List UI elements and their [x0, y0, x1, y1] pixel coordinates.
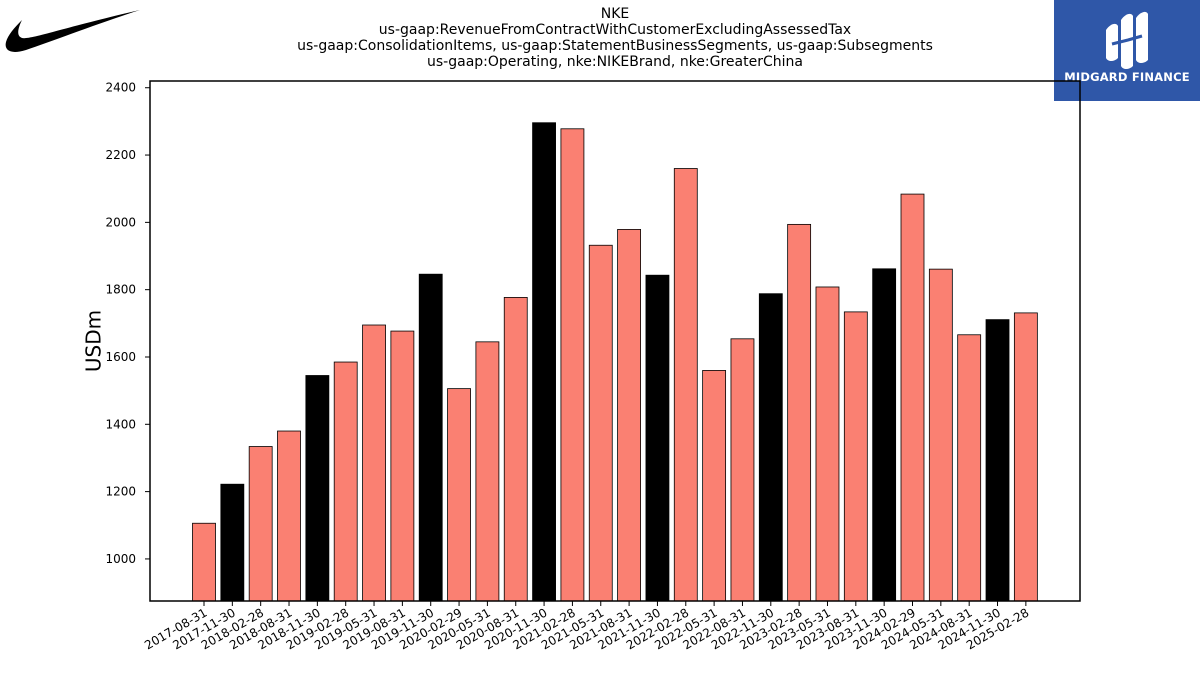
bar-2023-11-30 [872, 268, 897, 602]
bar-2019-02-28 [333, 361, 358, 602]
bar-2021-11-30 [645, 274, 670, 602]
title-line-1: NKE [600, 6, 630, 22]
title-line-4: us-gaap:Operating, nke:NIKEBrand, nke:Gr… [427, 54, 803, 70]
bar-2021-02-28 [560, 128, 585, 602]
bar-2019-11-30 [418, 273, 443, 602]
y-tick-label-1400: 1400 [105, 417, 136, 431]
bar-2020-02-29 [447, 388, 471, 602]
y-axis: 1000 1200 1400 1600 1800 2000 2200 2400 [105, 81, 150, 566]
plot-frame [149, 80, 1081, 602]
bar-2024-05-31 [928, 268, 953, 602]
midgard-mark-icon [1106, 11, 1148, 69]
bar-2019-05-31 [362, 324, 386, 602]
y-tick-label-1800: 1800 [105, 283, 136, 297]
y-tick-label-1600: 1600 [105, 350, 136, 364]
bar-2023-02-28 [787, 223, 812, 602]
bar-2022-05-31 [702, 370, 727, 602]
bar-2021-05-31 [588, 244, 613, 602]
bar-2024-08-31 [957, 334, 982, 602]
midgard-finance-wordmark: MIDGARD FINANCE [1064, 70, 1190, 84]
bar-2020-05-31 [475, 341, 500, 602]
bar-2022-11-30 [758, 293, 783, 602]
title-line-3: us-gaap:ConsolidationItems, us-gaap:Stat… [297, 38, 933, 54]
y-axis-label: USDm [82, 310, 106, 372]
bar-2023-05-31 [815, 286, 840, 602]
bar-2018-11-30 [305, 375, 330, 602]
bar-2023-08-31 [843, 311, 868, 602]
bar-2024-02-29 [900, 193, 925, 602]
midgard-finance-logo: MIDGARD FINANCE [1054, 0, 1200, 101]
bar-2018-02-28 [248, 446, 273, 602]
y-tick-label-2400: 2400 [105, 81, 136, 95]
bars-layer [192, 122, 1038, 602]
bar-2017-08-31 [192, 522, 216, 602]
bar-2017-11-30 [220, 483, 245, 602]
bar-2018-08-31 [277, 430, 301, 602]
y-tick-label-2000: 2000 [105, 215, 136, 229]
bar-2020-11-30 [532, 122, 556, 602]
bar-2022-02-28 [673, 168, 698, 602]
y-tick-label-2200: 2200 [105, 148, 136, 162]
y-tick-label-1000: 1000 [105, 552, 136, 566]
bar-2025-02-28 [1013, 312, 1038, 602]
swoosh-logo [5, 10, 141, 53]
bar-2020-08-31 [503, 297, 528, 602]
x-axis: 2017-08-312017-11-302018-02-282018-08-31… [142, 601, 1031, 652]
bar-2022-08-31 [730, 338, 755, 602]
bar-2024-11-30 [985, 319, 1010, 602]
chart-title: NKE us-gaap:RevenueFromContractWithCusto… [230, 6, 1000, 70]
y-tick-label-1200: 1200 [105, 485, 136, 499]
bar-2021-08-31 [617, 229, 641, 602]
bar-2019-08-31 [390, 330, 415, 602]
title-line-2: us-gaap:RevenueFromContractWithCustomerE… [378, 22, 852, 38]
